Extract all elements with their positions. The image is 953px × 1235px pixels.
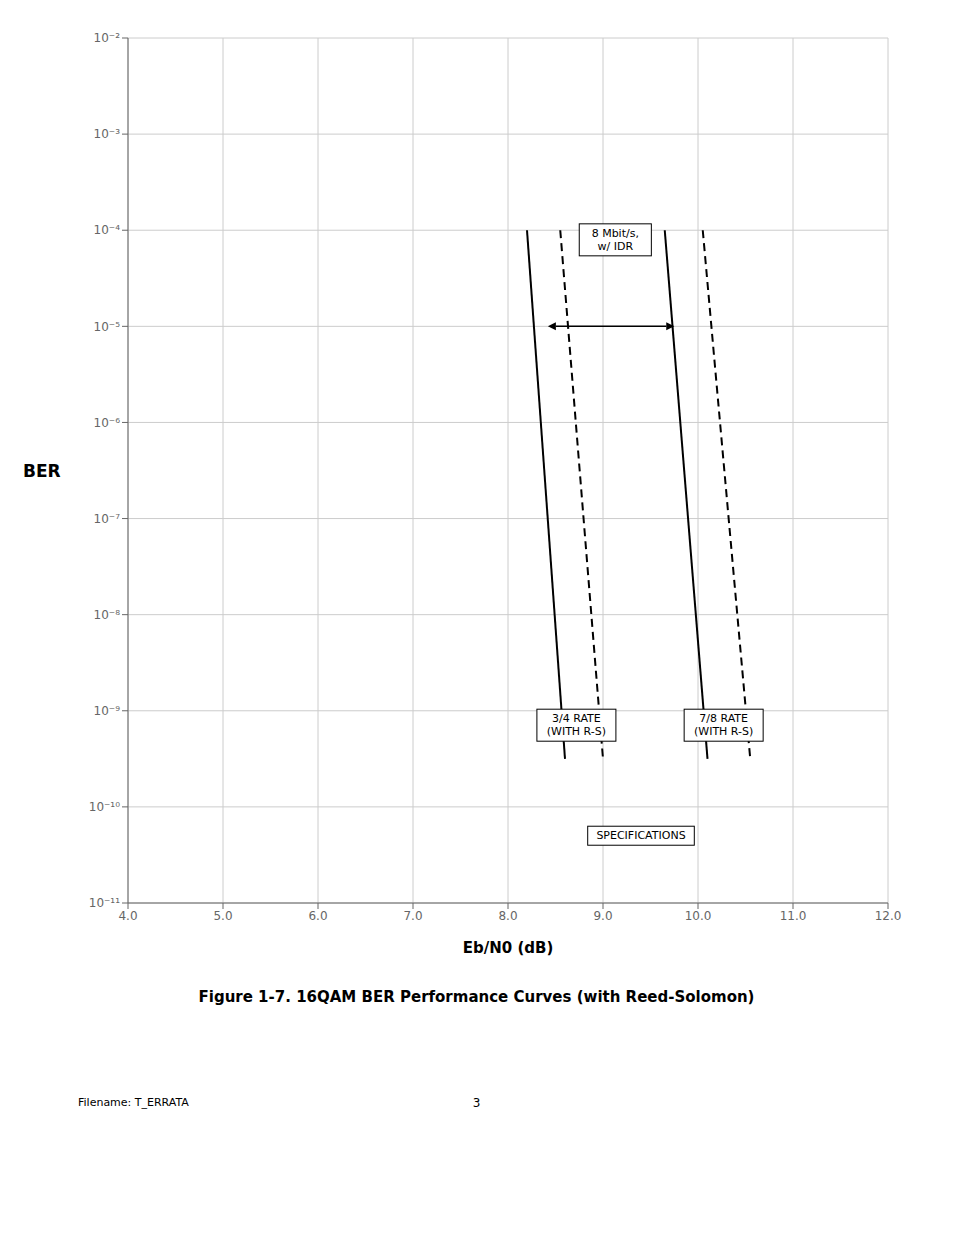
- svg-text:10⁻⁵: 10⁻⁵: [94, 320, 121, 334]
- svg-text:10⁻⁶: 10⁻⁶: [94, 416, 121, 430]
- svg-text:7.0: 7.0: [403, 909, 422, 923]
- svg-text:10⁻²: 10⁻²: [94, 31, 121, 45]
- html-text:Filename: T_ERRATA: Filename: T_ERRATA: [78, 1096, 189, 1109]
- svg-text:SPECIFICATIONS: SPECIFICATIONS: [596, 829, 685, 842]
- svg-text:7/8 RATE(WITH R-S): 7/8 RATE(WITH R-S): [694, 712, 753, 738]
- svg-text:10⁻¹¹: 10⁻¹¹: [89, 896, 120, 910]
- svg-text:4.0: 4.0: [118, 909, 137, 923]
- svg-text:10⁻⁹: 10⁻⁹: [94, 704, 121, 718]
- svg-text:8 Mbit/s,w/ IDR: 8 Mbit/s,w/ IDR: [592, 227, 639, 253]
- svg-text:10⁻⁸: 10⁻⁸: [94, 608, 121, 622]
- svg-text:9.0: 9.0: [593, 909, 612, 923]
- svg-text:3/4 RATE(WITH R-S): 3/4 RATE(WITH R-S): [547, 712, 606, 738]
- svg-text:8.0: 8.0: [498, 909, 517, 923]
- svg-text:BER: BER: [23, 461, 61, 481]
- svg-text:10⁻⁷: 10⁻⁷: [94, 512, 121, 526]
- svg-text:5.0: 5.0: [213, 909, 232, 923]
- html-text:Figure 1-7. 16QAM BER Performa: Figure 1-7. 16QAM BER Performance Curves…: [198, 988, 755, 1006]
- svg-text:11.0: 11.0: [780, 909, 807, 923]
- svg-text:Eb/N0 (dB): Eb/N0 (dB): [463, 939, 554, 957]
- svg-text:10⁻³: 10⁻³: [94, 127, 121, 141]
- html-text:3: 3: [472, 1096, 481, 1110]
- svg-text:12.0: 12.0: [875, 909, 902, 923]
- svg-text:10⁻¹⁰: 10⁻¹⁰: [89, 800, 120, 814]
- svg-text:10⁻⁴: 10⁻⁴: [94, 223, 121, 237]
- svg-text:6.0: 6.0: [308, 909, 327, 923]
- svg-text:10.0: 10.0: [685, 909, 712, 923]
